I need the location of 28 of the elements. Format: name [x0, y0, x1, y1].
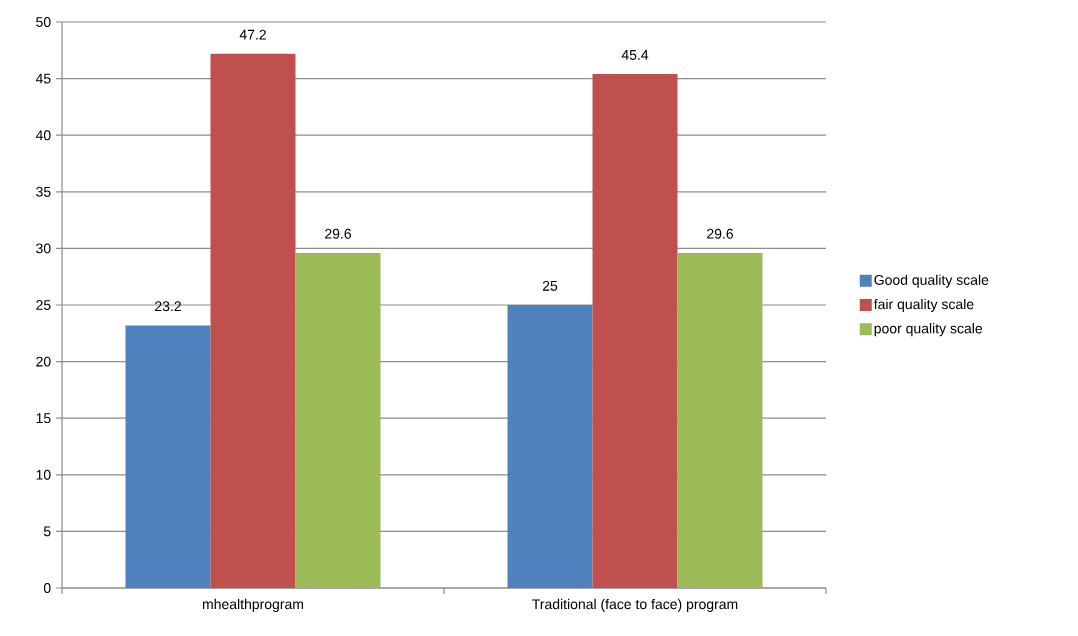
data-label: 29.6	[707, 228, 734, 239]
x-tick-label: mhealthprogram	[202, 598, 304, 612]
y-tick-label: 30	[36, 243, 51, 254]
y-tick-label: 10	[36, 469, 51, 480]
legend-label: fair quality scale	[873, 298, 974, 312]
data-label: 29.6	[325, 228, 352, 239]
bar	[210, 53, 296, 588]
y-tick-label: 0	[43, 583, 51, 593]
y-tick-label: 25	[36, 300, 51, 310]
y-tick-label: 35	[36, 186, 51, 197]
bar	[592, 74, 678, 588]
bar	[507, 305, 593, 588]
bar	[677, 252, 763, 588]
legend-label: poor quality scale	[874, 323, 983, 337]
data-label: 23.2	[155, 301, 181, 312]
y-tick-label: 45	[35, 73, 51, 84]
data-label: 25	[542, 280, 558, 291]
y-tick-label: 5	[43, 526, 51, 537]
data-label: 45.4	[621, 50, 649, 60]
y-tick-label: 40	[35, 130, 51, 141]
data-label: 47.2	[239, 29, 266, 40]
bar	[295, 252, 381, 588]
legend-label: Good quality scale	[874, 274, 989, 288]
y-tick-label: 20	[36, 356, 51, 367]
x-tick-label: Traditional (face to face) program	[532, 598, 738, 612]
y-tick-label: 50	[36, 17, 51, 27]
bar	[125, 325, 211, 588]
y-tick-label: 15	[36, 413, 51, 424]
